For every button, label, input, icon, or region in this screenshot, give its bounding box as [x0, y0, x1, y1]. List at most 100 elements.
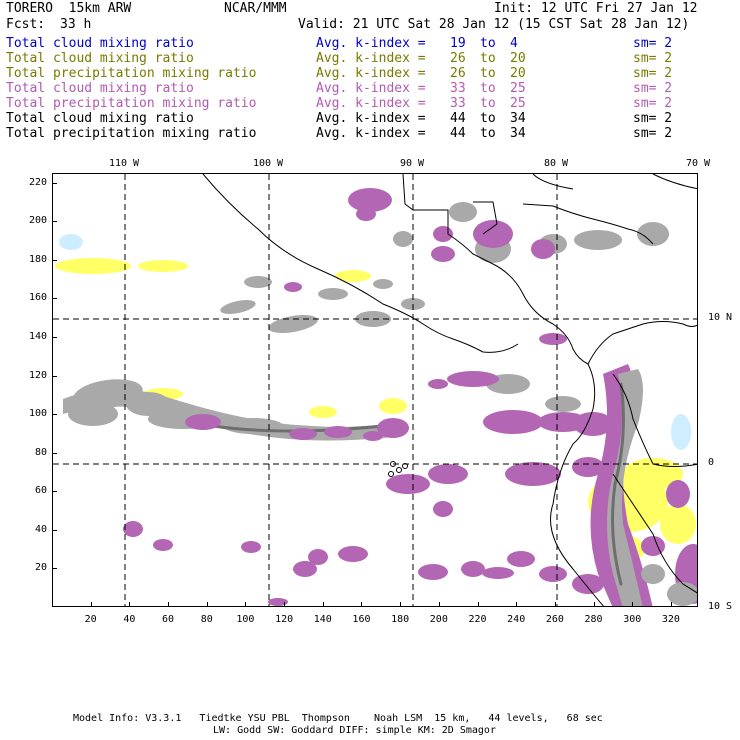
axis-tick — [245, 602, 247, 607]
cloud-blob — [185, 414, 221, 430]
cloud-blob — [660, 504, 696, 544]
axis-tick — [52, 221, 57, 223]
coastline — [612, 373, 697, 467]
y-tick-label: 160 — [28, 292, 47, 304]
cloud-blob — [268, 315, 318, 333]
cloud-area — [607, 369, 643, 606]
x-tick-label: 160 — [352, 614, 371, 625]
x-tick-label: 220 — [468, 614, 487, 625]
cloud-blob — [241, 541, 261, 553]
cloud-blob — [373, 279, 393, 289]
legend-smoothing: sm= 2 — [633, 126, 673, 141]
axis-tick — [593, 602, 595, 607]
x-tick-label: 320 — [661, 614, 680, 625]
cloud-blob — [268, 598, 288, 606]
legend-smoothing: sm= 2 — [633, 36, 673, 51]
map-panel — [52, 173, 698, 607]
longitude-label: 100 W — [252, 158, 284, 169]
y-tick-label: 60 — [34, 485, 47, 497]
legend-k-low: 25 — [510, 81, 526, 96]
coastline — [550, 363, 604, 606]
axis-tick — [477, 602, 479, 607]
cloud-blob — [545, 396, 581, 412]
legend-to: to — [480, 51, 496, 66]
y-tick-label: 140 — [28, 330, 47, 342]
y-tick-label: 80 — [34, 446, 47, 458]
y-tick-label: 20 — [34, 562, 47, 574]
axis-tick — [322, 602, 324, 607]
cloud-blob — [393, 231, 413, 247]
cloud-blob — [324, 426, 352, 438]
legend-to: to — [480, 96, 496, 111]
legend-avg-label: Avg. k-index = — [316, 36, 426, 51]
axis-tick — [90, 602, 92, 607]
model-info-line2: LW: Godd SW: Goddard DIFF: simple KM: 2D… — [213, 725, 496, 736]
y-tick-label: 180 — [28, 253, 47, 265]
x-tick-label: 80 — [200, 614, 213, 625]
axis-tick — [52, 529, 57, 531]
model-info-line1: Model Info: V3.3.1 Tiedtke YSU PBL Thomp… — [73, 713, 603, 724]
legend-k-low: 34 — [510, 126, 526, 141]
y-tick-label: 220 — [28, 176, 47, 188]
y-tick-label: 120 — [28, 369, 47, 381]
legend-avg-label: Avg. k-index = — [316, 126, 426, 141]
cloud-blob — [363, 431, 383, 441]
legend-k-high: 44 — [450, 111, 466, 126]
cloud-blob — [308, 549, 328, 565]
cloud-blob — [68, 402, 118, 426]
coastline — [202, 174, 519, 353]
coastline — [402, 174, 554, 325]
cloud-blob — [244, 276, 272, 288]
cloud-area — [611, 382, 625, 586]
longitude-label: 70 W — [685, 158, 711, 169]
axis-tick — [52, 375, 57, 377]
cloud-blob — [573, 412, 613, 436]
coastline — [652, 174, 697, 190]
cloud-blob — [666, 480, 690, 508]
legend-field: Total precipitation mixing ratio — [6, 66, 257, 81]
legend-k-high: 33 — [450, 96, 466, 111]
cloud-blob — [293, 561, 317, 577]
cloud-blob — [637, 222, 669, 246]
organization: NCAR/MMM — [224, 1, 287, 16]
legend-to: to — [480, 66, 496, 81]
axis-tick — [554, 602, 556, 607]
x-tick-label: 20 — [84, 614, 97, 625]
axis-tick — [168, 602, 170, 607]
cloud-area — [211, 424, 385, 433]
cloud-blob — [59, 234, 83, 250]
x-tick-label: 140 — [313, 614, 332, 625]
y-tick-label: 100 — [28, 408, 47, 420]
cloud-blob — [377, 418, 409, 438]
cloud-blob — [318, 288, 348, 300]
axis-tick — [670, 602, 672, 607]
x-tick-label: 240 — [507, 614, 526, 625]
axis-tick — [52, 568, 57, 570]
axis-tick — [52, 491, 57, 493]
cloud-blob — [671, 414, 691, 450]
cloud-blob — [123, 521, 143, 537]
cloud-blob — [55, 258, 131, 274]
legend-field: Total precipitation mixing ratio — [6, 126, 257, 141]
legend-field: Total cloud mixing ratio — [6, 81, 194, 96]
cloud-blob — [483, 410, 543, 434]
legend-smoothing: sm= 2 — [633, 51, 673, 66]
legend-smoothing: sm= 2 — [633, 66, 673, 81]
coastline — [552, 321, 697, 365]
axis-tick — [52, 259, 57, 261]
x-tick-label: 180 — [391, 614, 410, 625]
coastline — [532, 174, 574, 190]
legend-k-high: 44 — [450, 126, 466, 141]
cloud-blob — [386, 474, 430, 494]
cloud-blob — [348, 188, 392, 212]
cloud-blob — [309, 406, 337, 418]
axis-tick — [52, 414, 57, 416]
coastline — [473, 201, 498, 235]
cloud-blob — [379, 398, 407, 414]
island — [396, 467, 402, 473]
legend-k-low: 20 — [510, 66, 526, 81]
axis-tick — [516, 602, 518, 607]
valid-time: Valid: 21 UTC Sat 28 Jan 12 (15 CST Sat … — [298, 17, 690, 32]
legend-k-high: 19 — [450, 36, 466, 51]
